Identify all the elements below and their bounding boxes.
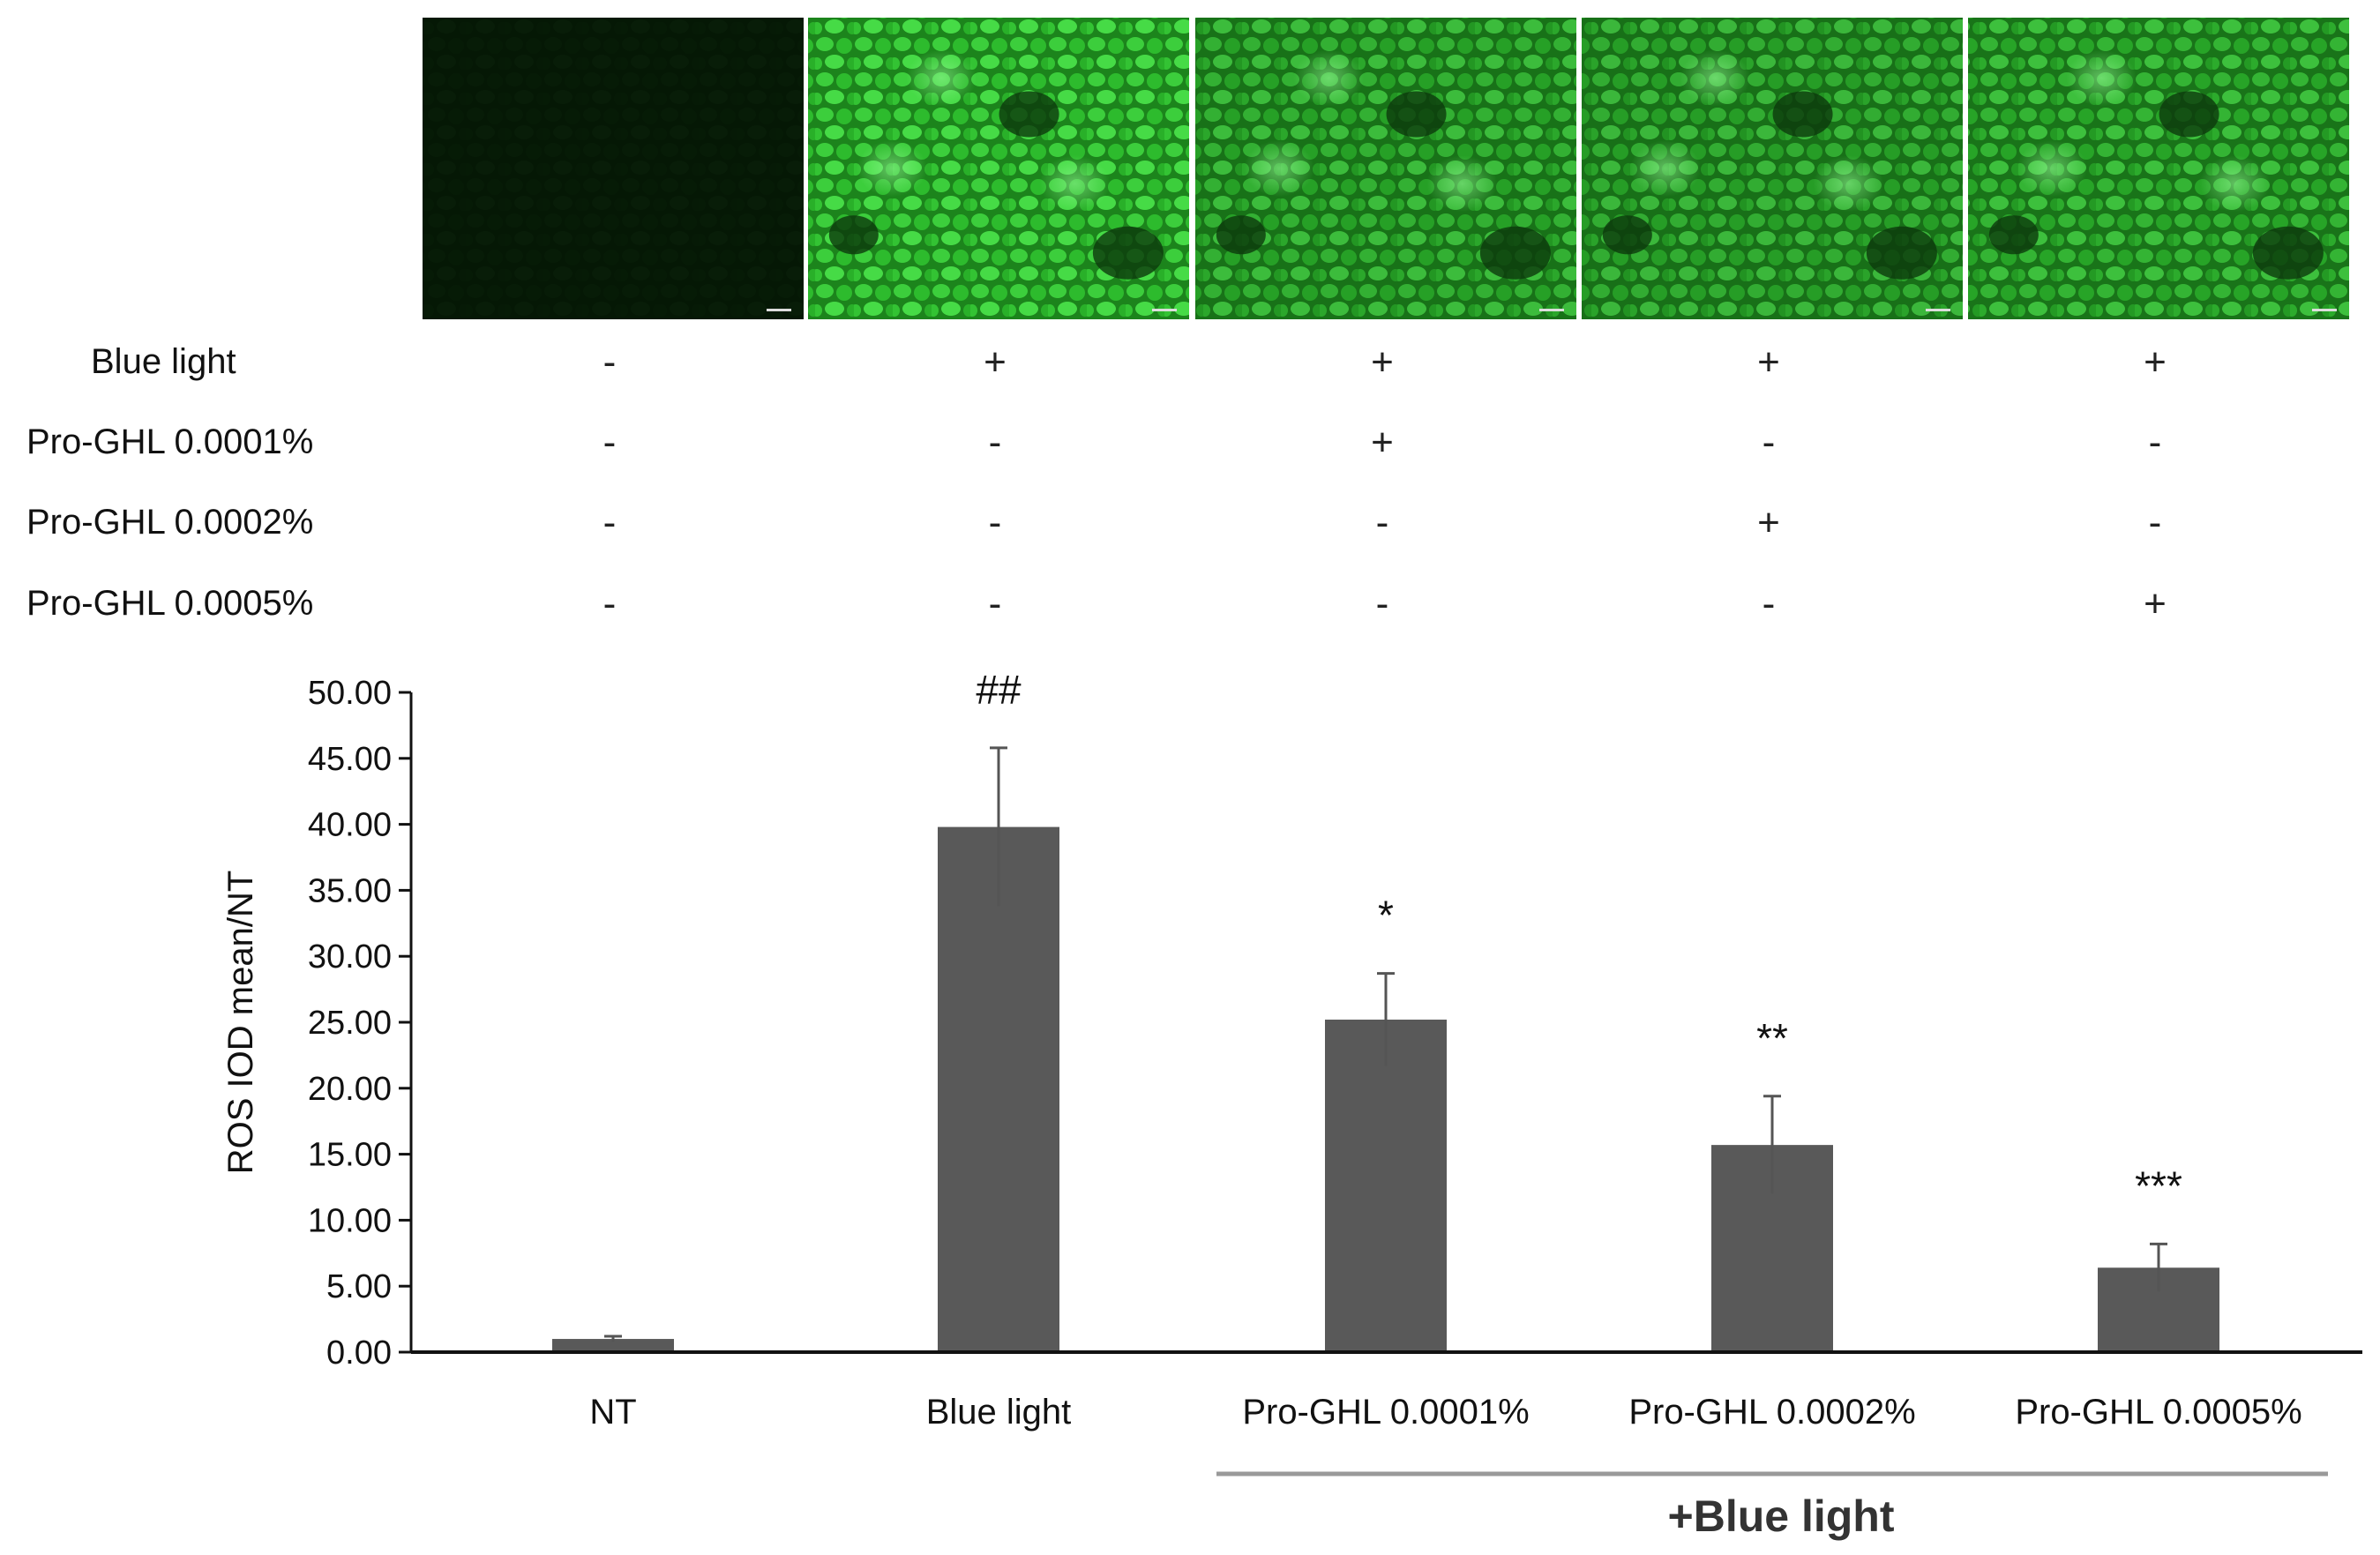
- condition-row-label: Pro-GHL 0.0001%: [26, 422, 313, 461]
- micrograph-gap: [1866, 226, 1937, 280]
- y-tick-label: 50.00: [308, 675, 392, 712]
- plus-sign: +: [1757, 340, 1780, 384]
- micrograph-bright-spot: [2066, 49, 2137, 107]
- micrograph-bright-spot: [2017, 140, 2088, 197]
- micrograph-bright-spot: [1293, 49, 1365, 107]
- significance-marker: ***: [2135, 1163, 2182, 1208]
- y-tick-label: 40.00: [308, 807, 392, 844]
- minus-sign: -: [989, 501, 1002, 544]
- micrograph-cells: [423, 18, 804, 319]
- micrograph-gap: [1386, 91, 1447, 138]
- micrograph-scale-bar: [767, 309, 791, 311]
- y-tick-label: 15.00: [308, 1137, 392, 1174]
- minus-sign: -: [1763, 582, 1776, 625]
- plus-sign: +: [1757, 501, 1780, 544]
- plus-sign: +: [2144, 340, 2167, 384]
- micrograph-scale-bar: [1926, 309, 1950, 311]
- condition-row-label: Pro-GHL 0.0002%: [26, 503, 313, 542]
- minus-sign: -: [603, 501, 617, 544]
- y-tick-label: 20.00: [308, 1071, 392, 1108]
- micrograph-gap: [1772, 91, 1833, 138]
- y-tick-label: 30.00: [308, 938, 392, 976]
- micrograph-bright-spot: [857, 140, 928, 197]
- micrograph-strip: [423, 18, 2349, 319]
- category-label: NT: [589, 1393, 636, 1432]
- micrograph-bright-spot: [1039, 155, 1111, 213]
- micrograph-gap: [2159, 91, 2219, 138]
- bar-chart: 0.00 5.00 10.00 15.00 20.00 25.00 30.00 35.00 40…: [221, 667, 2362, 1541]
- minus-sign: -: [1763, 421, 1776, 464]
- y-tick-label: 25.00: [308, 1005, 392, 1042]
- micrograph-gap: [1988, 215, 2039, 255]
- micrograph-gap: [1479, 226, 1551, 280]
- minus-sign: -: [1376, 501, 1389, 544]
- minus-sign: -: [1376, 582, 1389, 625]
- significance-marker: ##: [976, 667, 1022, 713]
- plus-sign: +: [984, 340, 1007, 384]
- micrograph-gap: [1216, 215, 1266, 255]
- bar: [552, 1339, 674, 1352]
- plus-sign: +: [1371, 421, 1394, 464]
- category-label: Pro-GHL 0.0002%: [1628, 1393, 1915, 1432]
- micrograph-bright-spot: [906, 49, 977, 107]
- micrograph-bright-spot: [1813, 155, 1884, 213]
- y-tick-label: 10.00: [308, 1202, 392, 1239]
- micrograph-scale-bar: [2312, 309, 2337, 311]
- y-tick-label: 35.00: [308, 872, 392, 909]
- y-axis-title: ROS IOD mean/NT: [221, 871, 260, 1175]
- y-tick-label: 0.00: [326, 1334, 392, 1372]
- significance-marker: *: [1378, 893, 1394, 938]
- micrograph-bright-spot: [1244, 140, 1315, 197]
- minus-sign: -: [603, 582, 617, 625]
- micrograph-bright-spot: [1630, 140, 1702, 197]
- micrograph-gap: [999, 91, 1059, 138]
- y-tick-label: 45.00: [308, 741, 392, 778]
- category-label: Pro-GHL 0.0005%: [2015, 1393, 2301, 1432]
- micrograph-panel: [1968, 18, 2349, 319]
- micrograph-panel: [1582, 18, 1963, 319]
- micrograph-panel: [423, 18, 804, 319]
- plus-sign: +: [2144, 582, 2167, 625]
- minus-sign: -: [603, 340, 617, 384]
- plus-sign: +: [1371, 340, 1394, 384]
- micrograph-panel: [1195, 18, 1576, 319]
- group-label: +Blue light: [1668, 1491, 1895, 1541]
- micrograph-gap: [2252, 226, 2324, 280]
- minus-sign: -: [603, 421, 617, 464]
- condition-row-label: Pro-GHL 0.0005%: [26, 584, 313, 623]
- minus-sign: -: [2149, 421, 2162, 464]
- minus-sign: -: [989, 582, 1002, 625]
- micrograph-bright-spot: [1680, 49, 1751, 107]
- micrograph-gap: [1602, 215, 1652, 255]
- significance-marker: **: [1756, 1015, 1788, 1061]
- category-label: Blue light: [926, 1393, 1072, 1432]
- micrograph-scale-bar: [1539, 309, 1564, 311]
- micrograph-bright-spot: [1426, 155, 1498, 213]
- micrograph-panel: [808, 18, 1189, 319]
- minus-sign: -: [989, 421, 1002, 464]
- bar: [1325, 1020, 1447, 1352]
- micrograph-scale-bar: [1152, 309, 1177, 311]
- condition-row-label: Blue light: [91, 342, 236, 381]
- micrograph-bright-spot: [2199, 155, 2271, 213]
- category-label: Pro-GHL 0.0001%: [1242, 1393, 1529, 1432]
- condition-table: Blue light - + + + + Pro-GHL 0.0001% - - + - - Pro-G…: [26, 340, 2167, 625]
- y-tick-label: 5.00: [326, 1268, 392, 1305]
- minus-sign: -: [2149, 501, 2162, 544]
- micrograph-gap: [1092, 226, 1164, 280]
- micrograph-gap: [828, 215, 879, 255]
- bar: [938, 826, 1059, 1352]
